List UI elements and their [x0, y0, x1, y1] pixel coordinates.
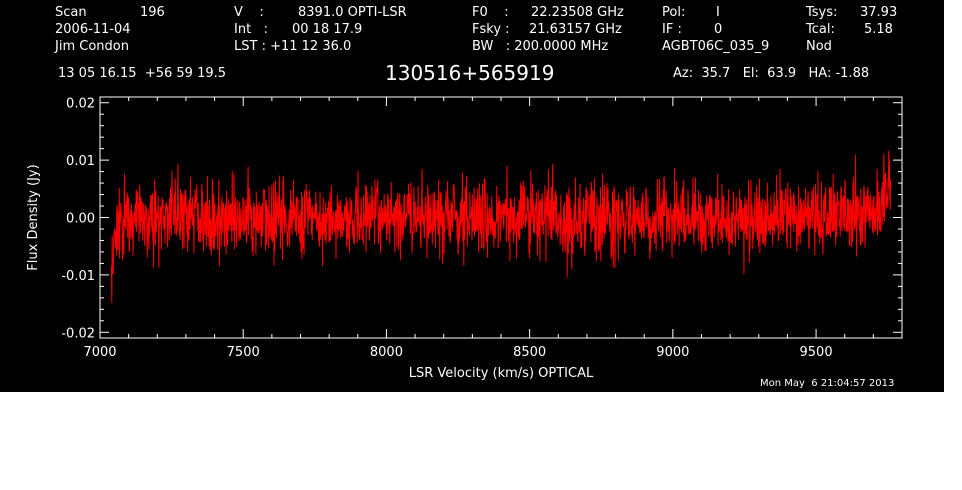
- y-axis-label: Flux Density (Jy): [26, 164, 41, 270]
- x-tick-label: 9000: [656, 345, 689, 360]
- scan-label: Scan: [55, 5, 87, 20]
- pointing-text: Az: 35.7 El: 63.9 HA: -1.88: [673, 66, 870, 81]
- tsys-label: Tsys:: [806, 5, 838, 20]
- axis-ticks: [99, 97, 902, 338]
- rest-freq-value: 22.23508 GHz: [531, 5, 624, 20]
- integration-label: Int :: [234, 22, 268, 37]
- observer-name: Jim Condon: [55, 39, 129, 54]
- plot-frame: [99, 96, 903, 339]
- integration-value: 00 18 17.9: [292, 22, 363, 37]
- x-tick-label: 7500: [227, 345, 260, 360]
- tick-labels: 7000 7500 8000 8500 9000 9500 -0.02 -0.01 0.00 0.…: [61, 97, 832, 360]
- spectrum-plot: 7000 7500 8000 8500 9000 9500 -0.02 -0.01 0.00 0.…: [26, 96, 903, 381]
- tcal-label: Tcal:: [806, 22, 835, 37]
- header-row-1: Scan 196 V : 8391.0 OPTI-LSR F0 : 22.235…: [0, 0, 944, 20]
- y-tick-label: 0.02: [66, 97, 95, 112]
- spectrum-trace: [110, 150, 892, 303]
- if-value: 0: [714, 22, 723, 37]
- polarization-label: Pol:: [662, 5, 686, 20]
- x-tick-label: 9500: [800, 345, 833, 360]
- timestamp-text: Mon May 6 21:04:57 2013: [760, 378, 895, 389]
- tsys-value: 37.93: [860, 5, 898, 20]
- if-label: IF :: [662, 22, 682, 37]
- date-text: 2006-11-04: [55, 22, 131, 37]
- x-tick-label: 8000: [370, 345, 403, 360]
- tcal-value: 5.18: [864, 22, 893, 37]
- header-row-3: Jim Condon LST : +11 12 36.0 BW : 200.00…: [0, 34, 944, 54]
- bandwidth-text: BW : 200.0000 MHz: [472, 39, 609, 54]
- velocity-value: 8391.0 OPTI-LSR: [298, 5, 407, 20]
- sky-freq-value: 21.63157 GHz: [529, 22, 622, 37]
- source-name: 130516+565919: [385, 61, 555, 85]
- x-axis-label: LSR Velocity (km/s) OPTICAL: [409, 366, 594, 381]
- coordinates-text: 13 05 16.15 +56 59 19.5: [58, 66, 227, 81]
- y-tick-label: 0.00: [66, 212, 95, 227]
- scan-value: 196: [140, 5, 165, 20]
- x-tick-label: 7000: [83, 345, 116, 360]
- sky-freq-label: Fsky :: [472, 22, 510, 37]
- polarization-value: I: [716, 5, 720, 20]
- y-tick-label: -0.01: [61, 269, 95, 284]
- rest-freq-label: F0 :: [472, 5, 509, 20]
- x-tick-label: 8500: [513, 345, 546, 360]
- velocity-label: V :: [234, 5, 264, 20]
- spectrum-panel: Scan 196 V : 8391.0 OPTI-LSR F0 : 22.235…: [0, 0, 944, 392]
- lst-text: LST : +11 12 36.0: [234, 39, 352, 54]
- header-row-2: 2006-11-04 Int : 00 18 17.9 Fsky : 21.63…: [0, 17, 944, 37]
- y-tick-label: 0.01: [66, 154, 95, 169]
- procedure-name: Nod: [806, 39, 832, 54]
- spectrum-line: [110, 150, 892, 303]
- project-id: AGBT06C_035_9: [662, 39, 770, 54]
- y-tick-label: -0.02: [61, 326, 95, 341]
